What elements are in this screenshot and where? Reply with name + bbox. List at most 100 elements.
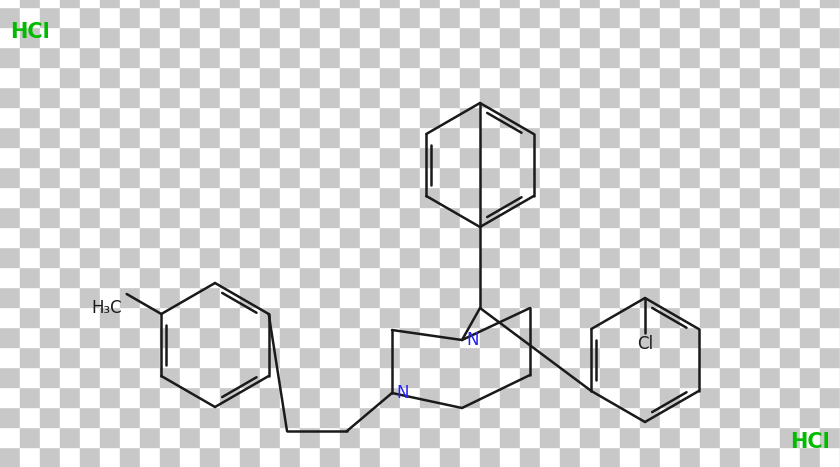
Bar [20,427,40,447]
Bar [280,67,300,87]
Bar [120,127,140,147]
Bar [260,427,280,447]
Bar [460,347,480,367]
Bar [400,227,420,247]
Bar [680,0,700,7]
Bar [500,407,520,427]
Bar [560,207,580,227]
Bar [520,327,540,347]
Bar [740,267,760,287]
Bar [460,247,480,267]
Bar [420,7,440,27]
Bar [240,227,260,247]
Bar [600,287,620,307]
Bar [40,267,60,287]
Bar [800,0,820,7]
Bar [140,0,160,7]
Bar [580,367,600,387]
Bar [740,287,760,307]
Bar [800,367,820,387]
Bar [700,267,720,287]
Bar [600,227,620,247]
Bar [120,0,140,7]
Bar [500,327,520,347]
Bar [520,27,540,47]
Bar [300,7,320,27]
Bar [600,187,620,207]
Bar [300,27,320,47]
Bar [540,107,560,127]
Bar [120,347,140,367]
Bar [340,407,360,427]
Bar [340,107,360,127]
Bar [360,7,380,27]
Bar [540,247,560,267]
Bar [800,307,820,327]
Bar [180,127,200,147]
Bar [500,0,520,7]
Bar [820,347,840,367]
Bar [760,87,780,107]
Bar [380,447,400,467]
Bar [280,47,300,67]
Bar [760,147,780,167]
Bar [20,27,40,47]
Bar [160,147,180,167]
Bar [820,267,840,287]
Bar [660,267,680,287]
Bar [720,7,740,27]
Bar [200,367,220,387]
Bar [820,87,840,107]
Bar [780,287,800,307]
Bar [640,0,660,7]
Bar [180,7,200,27]
Bar [800,87,820,107]
Bar [380,87,400,107]
Bar [180,407,200,427]
Bar [780,0,800,7]
Bar [520,367,540,387]
Bar [360,0,380,7]
Bar [340,427,360,447]
Bar [20,167,40,187]
Bar [600,307,620,327]
Bar [820,247,840,267]
Bar [440,407,460,427]
Bar [580,67,600,87]
Bar [520,427,540,447]
Bar [320,167,340,187]
Bar [60,127,80,147]
Bar [540,427,560,447]
Bar [480,67,500,87]
Bar [740,227,760,247]
Bar [300,167,320,187]
Bar [680,67,700,87]
Bar [300,287,320,307]
Bar [420,287,440,307]
Bar [180,287,200,307]
Bar [0,267,20,287]
Bar [400,367,420,387]
Bar [240,407,260,427]
Bar [740,387,760,407]
Bar [280,367,300,387]
Bar [300,327,320,347]
Bar [340,367,360,387]
Bar [0,387,20,407]
Bar [360,367,380,387]
Bar [160,7,180,27]
Bar [820,147,840,167]
Bar [220,107,240,127]
Bar [260,7,280,27]
Bar [20,387,40,407]
Bar [800,447,820,467]
Bar [700,47,720,67]
Bar [300,247,320,267]
Bar [660,407,680,427]
Bar [460,127,480,147]
Bar [0,307,20,327]
Text: N: N [466,331,479,349]
Bar [300,67,320,87]
Bar [600,27,620,47]
Bar [800,67,820,87]
